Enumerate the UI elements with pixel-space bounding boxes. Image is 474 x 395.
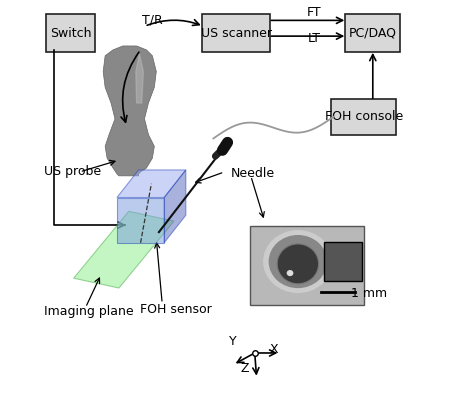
Text: LT: LT	[307, 32, 320, 45]
Polygon shape	[117, 170, 186, 198]
Polygon shape	[117, 198, 164, 243]
Text: US probe: US probe	[44, 166, 101, 179]
Text: Z: Z	[241, 362, 249, 375]
Polygon shape	[73, 211, 174, 288]
Text: Needle: Needle	[231, 167, 275, 181]
FancyBboxPatch shape	[201, 15, 271, 52]
Ellipse shape	[287, 270, 293, 276]
Text: T/R: T/R	[142, 13, 163, 26]
Text: PC/DAQ: PC/DAQ	[349, 27, 397, 40]
Ellipse shape	[263, 230, 333, 293]
Text: X: X	[270, 342, 279, 356]
Polygon shape	[103, 46, 156, 176]
Text: FT: FT	[307, 6, 321, 19]
Text: US scanner: US scanner	[201, 27, 272, 40]
FancyBboxPatch shape	[324, 243, 362, 281]
Text: Y: Y	[229, 335, 237, 348]
FancyBboxPatch shape	[46, 15, 95, 52]
Text: FOH console: FOH console	[325, 110, 403, 123]
FancyBboxPatch shape	[331, 99, 396, 135]
Polygon shape	[136, 54, 143, 103]
Text: Switch: Switch	[50, 27, 91, 40]
Polygon shape	[164, 170, 186, 243]
Ellipse shape	[268, 234, 328, 289]
FancyBboxPatch shape	[250, 226, 364, 305]
Text: FOH sensor: FOH sensor	[140, 303, 212, 316]
FancyBboxPatch shape	[345, 15, 401, 52]
Text: Imaging plane: Imaging plane	[44, 305, 134, 318]
Text: 1 mm: 1 mm	[351, 288, 387, 301]
Ellipse shape	[277, 244, 319, 284]
